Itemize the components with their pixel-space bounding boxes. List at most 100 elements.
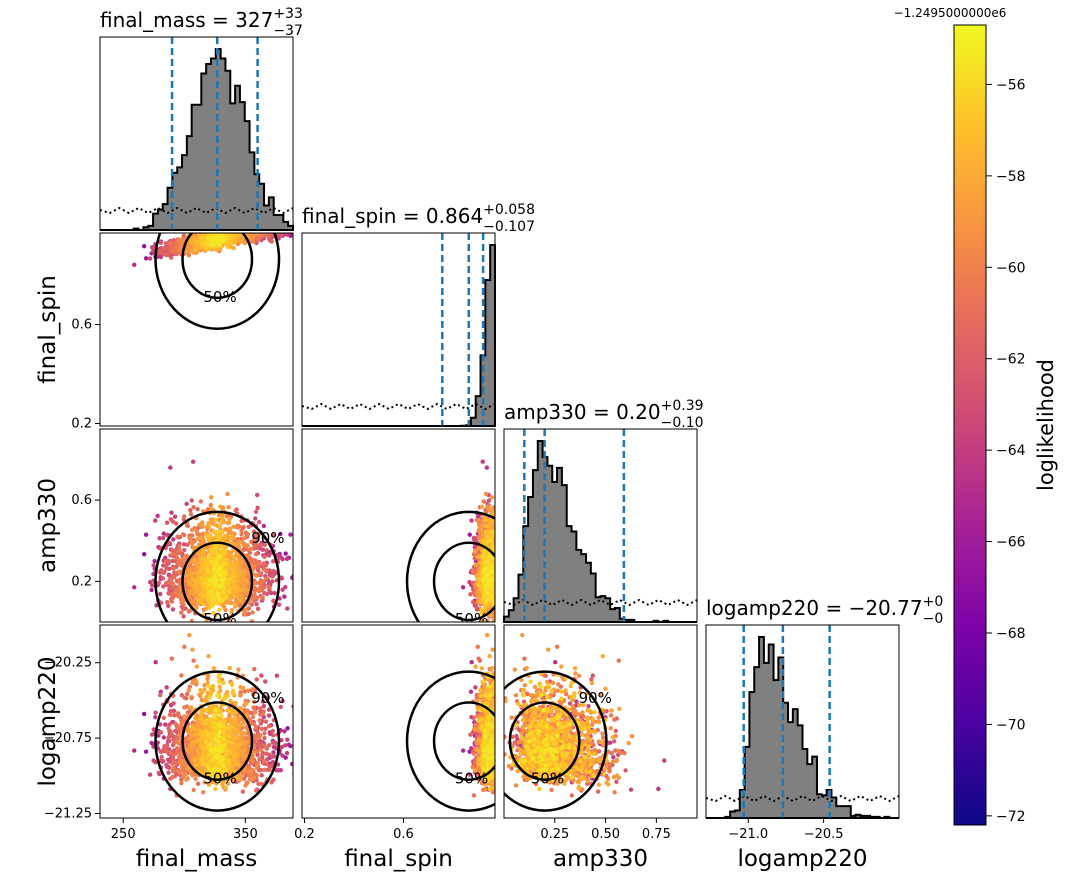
- sample-point: [163, 580, 169, 586]
- sample-point: [226, 618, 231, 622]
- sample-point: [168, 240, 173, 245]
- sample-point: [242, 240, 248, 246]
- sample-point: [199, 541, 204, 546]
- sample-point: [484, 465, 490, 470]
- sample-point: [261, 523, 267, 529]
- scatter-amp330-final_mass: 90%50%: [132, 459, 293, 628]
- sample-point: [480, 459, 485, 464]
- sample-point: [155, 513, 160, 519]
- sample-point: [262, 567, 267, 572]
- sample-point: [233, 542, 239, 547]
- sample-point: [171, 552, 176, 557]
- sample-point: [217, 233, 222, 238]
- sample-point: [188, 512, 194, 517]
- sample-point: [164, 599, 170, 605]
- sample-point: [184, 501, 189, 507]
- sample-point: [480, 531, 486, 537]
- sample-point: [201, 593, 206, 599]
- sample-point: [209, 577, 214, 583]
- sample-point: [177, 580, 182, 586]
- contour-label-50: 50%: [203, 610, 236, 628]
- sample-point: [149, 587, 154, 593]
- sample-point: [215, 554, 221, 560]
- sample-point: [201, 537, 206, 543]
- sample-point: [269, 239, 274, 244]
- sample-point: [206, 593, 211, 599]
- panel-amp330-final_spin: 90%50%: [301, 428, 496, 623]
- sample-point: [475, 514, 481, 519]
- sample-point: [208, 559, 214, 565]
- sample-point: [198, 535, 203, 541]
- sample-point: [276, 602, 282, 607]
- sample-point: [227, 526, 233, 531]
- sample-point: [210, 599, 215, 605]
- sample-point: [264, 548, 269, 553]
- sample-point: [199, 597, 204, 602]
- sample-point: [211, 546, 217, 551]
- sample-point: [149, 583, 155, 588]
- sample-point: [200, 549, 205, 554]
- sample-point: [235, 588, 240, 594]
- sample-point: [264, 576, 269, 581]
- sample-point: [460, 585, 466, 590]
- sample-point: [132, 262, 137, 268]
- sample-point: [241, 612, 247, 617]
- sample-point: [269, 574, 274, 579]
- title-plus-final_spin: +0.058: [483, 202, 535, 218]
- sample-point: [216, 566, 222, 572]
- sample-point: [232, 240, 237, 245]
- sample-point: [166, 558, 171, 563]
- sample-point: [195, 507, 200, 512]
- sample-point: [225, 572, 231, 577]
- sample-point: [486, 498, 492, 503]
- sample-point: [228, 241, 233, 247]
- sample-point: [258, 542, 263, 547]
- sample-point: [231, 579, 236, 585]
- sample-point: [210, 603, 215, 608]
- contour-90: [154, 510, 281, 622]
- panel-frame-final_mass: [99, 36, 294, 231]
- panel-final_spin-final_spin: [301, 232, 496, 427]
- sample-point: [244, 579, 249, 585]
- sample-point: [184, 249, 189, 254]
- sample-point: [248, 237, 253, 242]
- sample-point: [176, 544, 182, 549]
- sample-point: [293, 235, 297, 239]
- sample-point: [170, 519, 176, 524]
- y-tick-label-amp330: 0.2: [71, 574, 92, 589]
- sample-point: [260, 595, 265, 600]
- sample-point: [189, 527, 195, 533]
- sample-point: [205, 507, 211, 512]
- sample-point: [158, 591, 163, 597]
- title-final_spin: final_spin = 0.864+0.058 −0.107: [302, 202, 535, 235]
- sample-point: [278, 233, 283, 238]
- sample-point: [189, 572, 194, 577]
- sample-point: [143, 256, 149, 261]
- sample-point: [262, 585, 267, 590]
- sample-point: [210, 595, 216, 601]
- sample-point: [489, 524, 494, 530]
- sample-point: [200, 601, 206, 607]
- sample-point: [179, 599, 185, 604]
- sample-point: [206, 589, 211, 595]
- sample-point: [216, 594, 221, 600]
- sample-point: [266, 584, 272, 590]
- sample-point: [283, 584, 288, 590]
- sample-point: [184, 573, 189, 578]
- sample-point: [166, 603, 171, 609]
- sample-point: [199, 577, 205, 582]
- sample-point: [253, 509, 259, 514]
- sample-point: [215, 600, 220, 605]
- sample-point: [167, 540, 172, 546]
- sample-point: [255, 606, 261, 612]
- sample-point: [141, 552, 147, 557]
- y-axis-label-amp330: amp330: [35, 478, 61, 573]
- sample-point: [223, 607, 228, 613]
- sample-point: [255, 534, 260, 540]
- sample-point: [221, 548, 226, 554]
- sample-point: [264, 233, 269, 237]
- sample-point: [228, 553, 234, 558]
- sample-point: [221, 569, 226, 574]
- sample-point: [216, 241, 222, 246]
- sample-point: [283, 551, 288, 556]
